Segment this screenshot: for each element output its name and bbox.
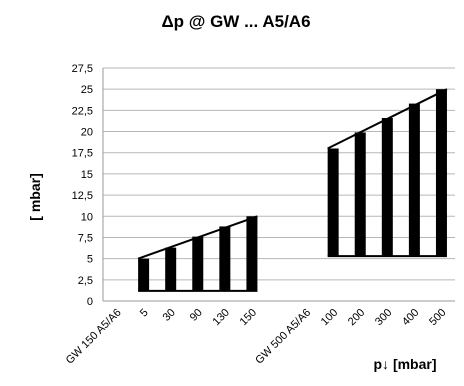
gridlines bbox=[102, 67, 455, 302]
group-trend-line bbox=[327, 88, 448, 150]
y-tick-label: 20 bbox=[81, 127, 93, 139]
y-tick-label: 5 bbox=[87, 254, 93, 266]
bar-90 bbox=[192, 236, 204, 291]
chart-title: Δp @ GW ... A5/A6 bbox=[161, 12, 310, 31]
y-tick-label: 12,5 bbox=[72, 190, 93, 202]
x-tick-label: 200 bbox=[346, 307, 367, 328]
x-tick-label: 300 bbox=[373, 307, 394, 328]
x-tick-label: 500 bbox=[427, 307, 448, 328]
y-tick-label: 0 bbox=[87, 296, 93, 308]
x-tick-label: 400 bbox=[400, 307, 421, 328]
bar-500 bbox=[435, 89, 447, 257]
y-tick-labels: 0 2,5 5 7,5 10 12,5 15 17,5 20 22,5 25 27,5 bbox=[72, 63, 93, 308]
x-tick-label: 150 bbox=[238, 307, 259, 328]
x-tick-label: 5 bbox=[138, 307, 151, 320]
bar-200 bbox=[354, 132, 366, 257]
x-axis-label: p↓ [mbar] bbox=[374, 356, 437, 372]
y-tick-label: 15 bbox=[81, 169, 93, 181]
bar-100 bbox=[327, 148, 339, 257]
x-tick-label: 30 bbox=[161, 307, 178, 324]
bars bbox=[137, 88, 448, 292]
y-tick-label: 22,5 bbox=[72, 105, 93, 117]
bar-130 bbox=[219, 226, 231, 291]
y-tick-label: 7,5 bbox=[78, 232, 93, 244]
bar-5 bbox=[138, 258, 150, 291]
y-tick-label: 27,5 bbox=[72, 63, 93, 75]
x-tick-label: 100 bbox=[319, 307, 340, 328]
bar-150 bbox=[246, 216, 258, 291]
y-tick-label: 2,5 bbox=[78, 275, 93, 287]
x-tick-label: 130 bbox=[211, 307, 232, 328]
y-tick-label: 25 bbox=[81, 84, 93, 96]
y-tick-label: 17,5 bbox=[72, 148, 93, 160]
bar-400 bbox=[408, 103, 420, 257]
bar-30 bbox=[165, 247, 177, 291]
x-tick-label: 90 bbox=[188, 307, 205, 324]
x-tick-label: GW 500 A5/A6 bbox=[253, 307, 313, 367]
y-axis-label: [ mbar] bbox=[27, 173, 43, 220]
y-tick-label: 10 bbox=[81, 211, 93, 223]
x-tick-label: GW 150 A5/A6 bbox=[64, 307, 124, 367]
bar-300 bbox=[381, 117, 393, 257]
group-trend-line bbox=[137, 215, 258, 260]
